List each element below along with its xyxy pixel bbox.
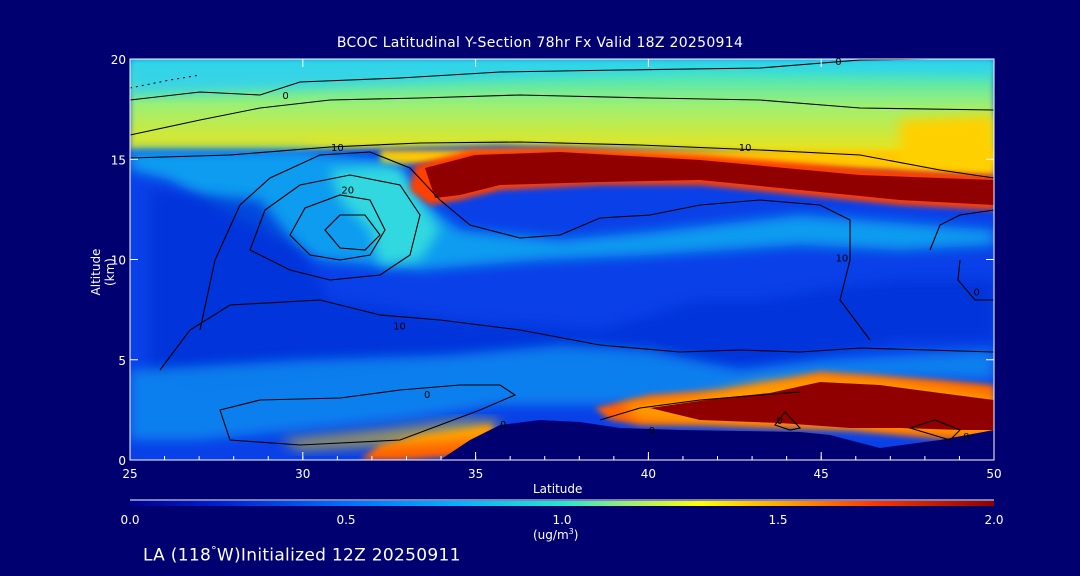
contour-label: 10: [331, 143, 344, 154]
degree-symbol: °: [211, 544, 217, 557]
yellow-band-east: [900, 115, 994, 175]
x-axis-label: Latitude: [533, 482, 583, 496]
contour-label: 20: [341, 185, 354, 196]
contour-lines: [130, 59, 994, 446]
contour-label: 0: [963, 432, 969, 443]
contour-0-plume-far-east: [908, 419, 961, 441]
x-tick-label: 30: [295, 467, 310, 481]
contour-0-plume-east: [774, 411, 802, 431]
contour-label: 10: [836, 253, 849, 264]
heatmap-field: [130, 59, 994, 460]
y-tick-label: 20: [111, 53, 126, 67]
x-tick-label: 45: [814, 467, 829, 481]
contour-label: 0: [500, 420, 506, 431]
footer-prefix: LA (118: [143, 545, 212, 566]
x-tick-label: 40: [641, 467, 656, 481]
y-tick-label: 5: [118, 354, 126, 368]
colorbar-unit: (ug/m3): [533, 527, 578, 542]
contour-10-lower: [159, 299, 994, 371]
contour-label: 0: [974, 288, 980, 299]
southern-surface-halo: [280, 420, 500, 450]
contour-label: 0: [424, 390, 430, 401]
contour-0-mid: [130, 94, 994, 136]
stratospheric-maximum: [425, 152, 994, 205]
unit-base: (ug/m: [533, 528, 569, 542]
contour-label: 10: [393, 322, 406, 333]
contour-label: 10: [739, 143, 752, 154]
lower-cyan-layer: [130, 345, 994, 440]
boundary-layer-plume: [650, 382, 994, 430]
contour-10-upper: [130, 141, 994, 179]
chart-title: BCOC Latitudinal Y-Section 78hr Fx Valid…: [336, 35, 744, 51]
deep-blue-layer: [150, 190, 994, 390]
footer-caption: LA (118°W)Initialized 12Z 20250911: [143, 544, 461, 566]
contour-30: [289, 194, 386, 261]
contour-label-layer: 0 0 10 10 20 10 10 0 0 0 0 0 0: [282, 57, 980, 443]
axis-layer: 25 30 35 40 45 50 0 5 10 15 20: [111, 53, 1002, 481]
contour-0-plume: [599, 391, 801, 421]
contour-label: 0: [282, 91, 288, 102]
contour-10-mid: [199, 151, 871, 341]
footer-suffix: W)Initialized 12Z 20250911: [216, 545, 461, 566]
contour-0-upper: [130, 59, 964, 101]
upper-cyan-band: [130, 59, 994, 95]
contour-0-south: [219, 384, 517, 446]
contour-label: 0: [777, 416, 783, 427]
colorbar-tick-layer: 0.0 0.5 1.0 1.5 2.0: [120, 513, 1003, 527]
colorbar-tick-label: 1.0: [552, 513, 571, 527]
y-tick-label: 0: [118, 454, 126, 468]
terrain-mask: [440, 420, 994, 460]
contour-20: [249, 174, 421, 281]
y-tick-label: 10: [111, 254, 126, 268]
contour-0-north-upper: [929, 209, 994, 251]
x-tick-label: 35: [468, 467, 483, 481]
colorbar-tick-label: 0.5: [336, 513, 355, 527]
unit-exponent: 3: [568, 527, 574, 536]
colorbar: [130, 501, 994, 506]
colorbar-tick-label: 1.5: [768, 513, 787, 527]
contour-0-north-mid: [957, 259, 994, 301]
contour-label: 0: [649, 426, 655, 437]
y-axis-label: Altitude (km): [89, 248, 117, 296]
contour-dotted: [130, 74, 201, 89]
y-tick-label: 15: [111, 153, 126, 167]
contour-40: [324, 214, 381, 251]
contour-label: 0: [835, 57, 841, 68]
x-tick-label: 50: [986, 467, 1001, 481]
unit-end: ): [573, 528, 579, 542]
x-tick-label: 25: [122, 467, 137, 481]
colorbar-tick-label: 0.0: [120, 513, 139, 527]
colorbar-tick-label: 2.0: [984, 513, 1003, 527]
